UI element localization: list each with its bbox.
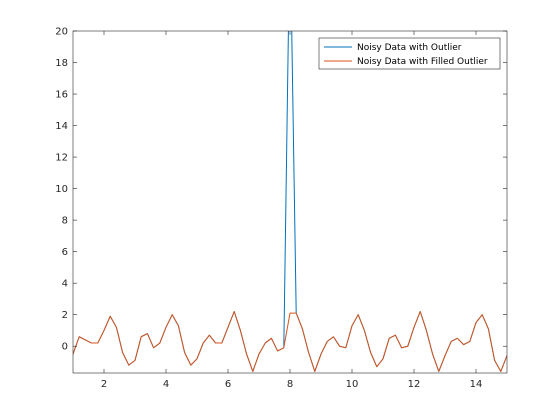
plot-area (73, 31, 507, 373)
y-tick-label: 4 (62, 279, 68, 290)
x-tick-label: 6 (225, 379, 231, 390)
x-tick-label: 8 (287, 379, 293, 390)
y-tick-label: 20 (55, 27, 68, 38)
y-tick-label: 18 (55, 58, 68, 69)
x-tick-label: 14 (470, 379, 483, 390)
series-line-2 (73, 311, 507, 372)
y-tick-label: 2 (62, 310, 68, 321)
y-tick-label: 6 (62, 247, 68, 258)
x-tick-label: 4 (163, 379, 169, 390)
legend: Noisy Data with Outlier Noisy Data with F… (318, 37, 501, 70)
y-tick-label: 14 (55, 121, 68, 132)
series-layer (73, 31, 507, 372)
y-tick-label: 0 (62, 342, 68, 353)
y-tick-label: 16 (55, 90, 68, 101)
x-tick-label: 10 (346, 379, 359, 390)
x-tick-label: 2 (101, 379, 107, 390)
y-tick-label: 10 (55, 184, 68, 195)
y-tick-label: 8 (62, 216, 68, 227)
legend-label-1: Noisy Data with Outlier (357, 43, 462, 53)
axes: 2 4 6 8 10 12 14 0 2 4 6 8 10 12 14 16 18 20 (55, 27, 508, 390)
legend-label-2: Noisy Data with Filled Outlier (357, 57, 488, 67)
y-tick-label: 12 (55, 153, 68, 164)
legend-box (318, 37, 501, 70)
x-tick-label: 12 (408, 379, 421, 390)
